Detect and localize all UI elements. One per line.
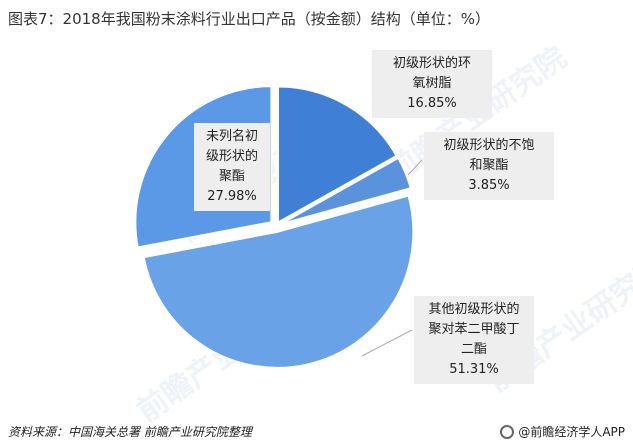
slice-label-line: 二酯 [460,342,487,357]
pie-slice-epoxy [277,85,398,225]
leader-line-pbt [361,329,413,357]
slice-label-line: 氧树脂 [412,76,452,91]
slice-label-line: 聚酯 [218,169,245,184]
slice-label-line: 初级形状的不饱 [443,138,535,153]
slice-label-polyester: 未列名初 级形状的 聚酯 27.98% [194,123,270,211]
brand-logo-icon [500,424,515,439]
slice-label-line: 聚对苯二甲酸丁 [428,322,520,337]
source-note: 资料来源：中国海关总署 前瞻产业研究院整理 [8,425,252,439]
slice-label-line: 未列名初 [205,129,258,144]
brand-credit: @前瞻经济学人APP [500,423,625,440]
slice-value-label: 51.31% [449,362,499,377]
slice-label-line: 和聚酯 [469,158,509,173]
chart-title: 图表7：2018年我国粉末涂料行业出口产品（按金额）结构（单位：%） [8,10,490,28]
pie-slice-pbt [142,194,415,369]
slice-label-line: 其他初级形状的 [428,302,520,317]
brand-text: @前瞻经济学人APP [518,425,625,439]
slice-label-line: 初级形状的环 [392,56,471,71]
slice-label-unsaturated-polyester: 初级形状的不饱 和聚酯 3.85% [424,132,554,200]
slice-label-epoxy: 初级形状的环 氧树脂 16.85% [372,50,492,118]
slice-label-line: 级形状的 [205,149,258,164]
leader-line-unsaturated-polyester [407,159,423,176]
pie-slice-unsaturated-polyester [279,156,412,226]
slice-value-label: 27.98% [207,189,257,204]
slice-label-pbt: 其他初级形状的 聚对苯二甲酸丁 二酯 51.31% [414,296,534,384]
slice-value-label: 16.85% [407,96,457,111]
slice-value-label: 3.85% [468,178,510,193]
